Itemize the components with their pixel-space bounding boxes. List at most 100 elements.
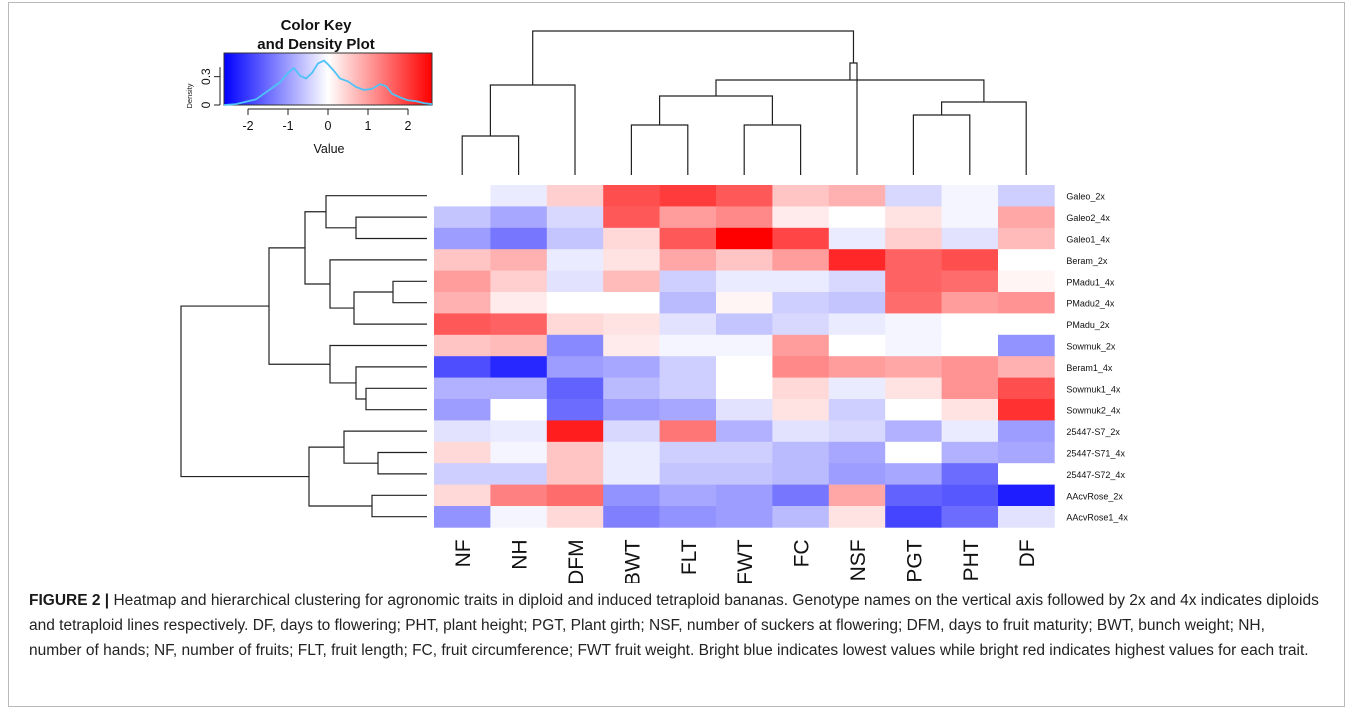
key-x-tick-label: 0 [325, 119, 332, 133]
heatmap-cell [772, 227, 830, 250]
column-label: BWT [621, 539, 644, 583]
caption-label: FIGURE 2 | [29, 592, 110, 609]
heatmap-cell [828, 463, 886, 485]
heatmap-cell [716, 399, 773, 421]
heatmap-cell [603, 270, 660, 293]
heatmap-cell [998, 292, 1055, 314]
color-key-y-ticks: 00.3 [199, 67, 221, 108]
heatmap-cell [772, 506, 830, 528]
heatmap-cell [885, 463, 942, 485]
heatmap-cell [434, 292, 491, 314]
heatmap-cell [490, 227, 548, 250]
row-label: 25447-S71_4x [1066, 449, 1125, 459]
dendrogram-branch [392, 280, 427, 304]
heatmap-cell [546, 206, 604, 229]
row-dendrogram [180, 195, 427, 518]
heatmap-cell [998, 356, 1055, 378]
column-dendrogram [461, 30, 1027, 175]
dendrogram-branch [308, 446, 372, 507]
heatmap-cell [603, 313, 660, 336]
heatmap-cell [885, 356, 942, 378]
heatmap-cell [603, 206, 660, 229]
heatmap-cell [659, 185, 717, 207]
heatmap-cell [941, 441, 999, 464]
heatmap-cell [772, 249, 830, 271]
heatmap-cell [434, 206, 491, 229]
key-x-tick-label: -2 [242, 119, 253, 133]
row-label: Beram1_4x [1066, 363, 1113, 373]
heatmap-cell [490, 399, 548, 421]
heatmap-cell [546, 185, 604, 207]
heatmap-cell [716, 334, 773, 357]
heatmap-cell [659, 227, 717, 250]
heatmap-cell [434, 441, 491, 464]
heatmap-cell [434, 463, 491, 485]
heatmap-cell [490, 249, 548, 271]
row-label: Galeo2_4x [1066, 213, 1110, 223]
heatmap-cell [659, 292, 717, 314]
heatmap-cell [998, 334, 1055, 357]
heatmap-cell [603, 441, 660, 464]
row-label: Sowmuk_2x [1066, 342, 1116, 352]
figure-caption: FIGURE 2 | Heatmap and hierarchical clus… [29, 588, 1319, 663]
heatmap-cell [885, 506, 942, 528]
heatmap-cell [434, 334, 491, 357]
heatmap-cell [546, 399, 604, 421]
heatmap-cell [434, 399, 491, 421]
row-label: 25447-S7_2x [1066, 427, 1120, 437]
heatmap-cell [941, 484, 999, 507]
heatmap-cell [828, 227, 886, 250]
column-label: NH [509, 539, 532, 569]
heatmap-cell [941, 399, 999, 421]
row-label: Beram_2x [1066, 256, 1108, 266]
heatmap-cell [772, 270, 830, 293]
heatmap-cell [659, 249, 717, 271]
row-label: Sowmuk2_4x [1066, 406, 1121, 416]
key-x-tick-label: -1 [282, 119, 293, 133]
heatmap-cell [998, 463, 1055, 485]
dendrogram-branch [355, 366, 427, 400]
heatmap-cell [885, 484, 942, 507]
heatmap-cell [716, 292, 773, 314]
heatmap-cell [772, 292, 830, 314]
heatmap-cell [659, 334, 717, 357]
heatmap-cell [546, 313, 604, 336]
column-label: FWT [734, 539, 757, 583]
column-label: PGT [903, 539, 926, 582]
heatmap-cell [490, 484, 548, 507]
row-label: AAcvRose_2x [1066, 491, 1123, 501]
dendrogram-branch [268, 247, 330, 365]
dendrogram-branch [941, 101, 1027, 175]
row-label: PMadu_2x [1066, 320, 1110, 330]
heatmap-cell [772, 185, 830, 207]
heatmap-cell [941, 227, 999, 250]
heatmap-cell [716, 185, 773, 207]
heatmap-figure: Galeo_2x Galeo2_4x Galeo1_4x Beram_2x PMadu1… [180, 17, 1128, 583]
heatmap-cells [434, 185, 1055, 528]
heatmap-cell [546, 292, 604, 314]
heatmap-cell [998, 420, 1055, 443]
column-label: PHT [960, 539, 983, 581]
color-key-title-2: and Density Plot [257, 36, 375, 53]
row-label: Galeo1_4x [1066, 235, 1110, 245]
heatmap-cell [716, 356, 773, 378]
column-label: FLT [678, 539, 701, 575]
heatmap-cell [546, 334, 604, 357]
row-labels: Galeo_2x Galeo2_4x Galeo1_4x Beram_2x PMadu1… [1066, 192, 1128, 523]
heatmap-cell [885, 270, 942, 293]
heatmap-cell [659, 377, 717, 400]
heatmap-cell [828, 377, 886, 400]
heatmap-cell [546, 356, 604, 378]
row-label: PMadu2_4x [1066, 299, 1115, 309]
heatmap-cell [716, 506, 773, 528]
heatmap-cell [434, 356, 491, 378]
heatmap-cell [885, 185, 942, 207]
row-label: Sowmuk1_4x [1066, 384, 1121, 394]
dendrogram-branch [489, 84, 576, 175]
heatmap-cell [490, 185, 548, 207]
heatmap-cell [772, 206, 830, 229]
heatmap-cell [885, 227, 942, 250]
heatmap-cell [490, 356, 548, 378]
heatmap-cell [828, 441, 886, 464]
heatmap-cell [434, 377, 491, 400]
